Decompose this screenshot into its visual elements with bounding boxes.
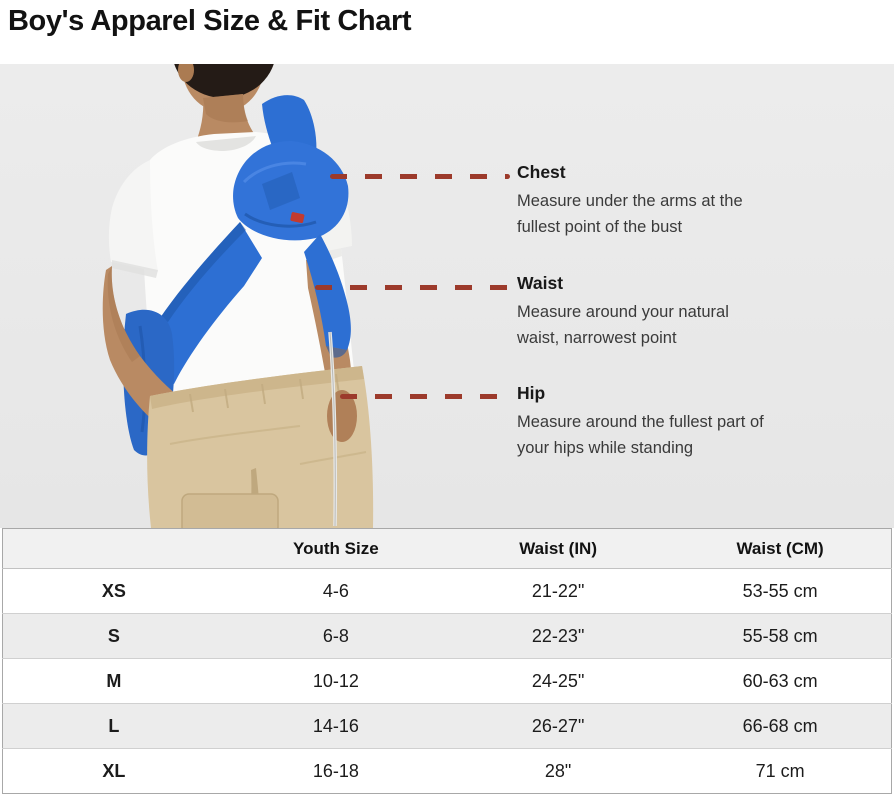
waist-in-value: 24-25" [447, 658, 670, 704]
chest-measure-line [330, 174, 510, 179]
table-row-xs: XS 4-6 21-22" 53-55 cm [2, 568, 892, 614]
youth-size-value: 14-16 [224, 703, 447, 749]
waist-in-value: 22-23" [447, 613, 670, 659]
size-table: Youth Size Waist (IN) Waist (CM) XS 4-6 … [2, 528, 892, 794]
chest-label: Chest [517, 162, 566, 182]
youth-size-value: 10-12 [224, 658, 447, 704]
hip-label: Hip [517, 383, 546, 403]
table-row-xl: XL 16-18 28" 71 cm [2, 748, 892, 794]
column-header-youth-size: Youth Size [224, 528, 447, 569]
table-row-l: L 14-16 26-27" 66-68 cm [2, 703, 892, 749]
column-header-waist-cm: Waist (CM) [669, 528, 892, 569]
size-value: M [2, 658, 225, 704]
chest-description: Measure under the arms at the fullest po… [517, 192, 743, 236]
waist-cm-value: 71 cm [669, 748, 892, 794]
chest-annotation: Chest Measure under the arms at the full… [517, 162, 785, 240]
table-row-s: S 6-8 22-23" 55-58 cm [2, 613, 892, 659]
waist-label: Waist [517, 273, 564, 293]
waist-in-value: 26-27" [447, 703, 670, 749]
waist-cm-value: 53-55 cm [669, 568, 892, 614]
waist-annotation: Waist Measure around your natural waist,… [517, 273, 785, 351]
waist-in-value: 21-22" [447, 568, 670, 614]
boy-photo-illustration [0, 64, 894, 528]
youth-size-value: 16-18 [224, 748, 447, 794]
waist-cm-value: 66-68 cm [669, 703, 892, 749]
size-value: L [2, 703, 225, 749]
column-header-waist-in: Waist (IN) [447, 528, 670, 569]
waist-cm-value: 60-63 cm [669, 658, 892, 704]
size-table-header-row: Youth Size Waist (IN) Waist (CM) [2, 528, 892, 569]
page-title: Boy's Apparel Size & Fit Chart [8, 5, 412, 37]
size-value: XL [2, 748, 225, 794]
hip-measure-line [340, 394, 510, 399]
waist-in-value: 28" [447, 748, 670, 794]
hip-annotation: Hip Measure around the fullest part of y… [517, 383, 785, 461]
youth-size-value: 4-6 [224, 568, 447, 614]
size-value: S [2, 613, 225, 659]
size-value: XS [2, 568, 225, 614]
hip-description: Measure around the fullest part of your … [517, 413, 764, 457]
table-row-m: M 10-12 24-25" 60-63 cm [2, 658, 892, 704]
waist-cm-value: 55-58 cm [669, 613, 892, 659]
waist-description: Measure around your natural waist, narro… [517, 303, 729, 347]
column-header-size [2, 528, 225, 569]
youth-size-value: 6-8 [224, 613, 447, 659]
measurement-diagram: Chest Measure under the arms at the full… [0, 64, 894, 528]
waist-measure-line [315, 285, 510, 290]
